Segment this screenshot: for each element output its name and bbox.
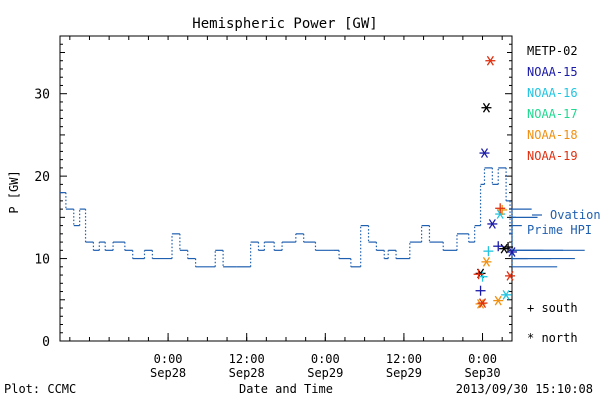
- x-axis-label: Date and Time: [239, 382, 333, 396]
- x-tick-label-time: 12:00: [386, 352, 422, 366]
- y-axis-label: P [GW]: [7, 170, 21, 213]
- x-tick-label-time: 12:00: [229, 352, 265, 366]
- y-tick-label: 30: [34, 88, 50, 103]
- x-tick-label-date: Sep29: [307, 366, 343, 380]
- ovation-legend: Ovation Prime HPI: [527, 208, 600, 237]
- footer-plot-credit: Plot: CCMC: [4, 382, 76, 396]
- x-tick-label-date: Sep28: [150, 366, 186, 380]
- data-point-south: [473, 269, 484, 280]
- legend-item-noaa-18: NOAA-18: [527, 128, 578, 142]
- y-axis: 0 10 20 30: [34, 35, 512, 350]
- data-point-north: [487, 219, 498, 229]
- satellite-legend: METP-02 NOAA-15 NOAA-16 NOAA-17 NOAA-18 NOAA-…: [527, 44, 578, 163]
- data-point-south: [493, 241, 504, 252]
- data-point-north: [485, 55, 496, 66]
- data-point-south: [503, 242, 514, 253]
- data-point-north: [477, 298, 488, 308]
- legend-item-noaa-17: NOAA-17: [527, 107, 578, 121]
- symbol-legend: + south * north: [527, 301, 578, 345]
- ovation-legend-label-1: Ovation: [550, 208, 600, 222]
- x-tick-label-time: 0:00: [311, 352, 340, 366]
- data-point-north: [505, 271, 516, 281]
- plot-frame: [59, 35, 513, 342]
- data-point-north: [493, 295, 504, 306]
- x-tick-label-date: Sep28: [229, 366, 265, 380]
- data-point-north: [507, 247, 517, 257]
- data-point-north: [501, 289, 512, 300]
- footer-timestamp: 2013/09/30 15:10:08: [456, 382, 593, 396]
- data-point-south: [475, 285, 486, 296]
- points-layer: [473, 55, 517, 309]
- symbol-legend-south: + south: [527, 301, 578, 315]
- x-tick-label-time: 0:00: [468, 352, 497, 366]
- legend-item-noaa-15: NOAA-15: [527, 65, 578, 79]
- data-point-north: [479, 148, 490, 158]
- x-tick-label-date: Sep29: [386, 366, 422, 380]
- x-axis: 0:00Sep2812:00Sep280:00Sep2912:00Sep290:…: [69, 36, 503, 380]
- legend-item-noaa-19: NOAA-19: [527, 149, 578, 163]
- chart-title: Hemispheric Power [GW]: [192, 16, 377, 32]
- data-point-north: [481, 257, 492, 267]
- x-tick-label-time: 0:00: [154, 352, 183, 366]
- data-point-south: [495, 203, 506, 214]
- y-tick-label: 0: [42, 335, 50, 350]
- data-point-north: [475, 299, 486, 309]
- ovation-legend-label-2: Prime HPI: [527, 223, 592, 237]
- ovation-series: [60, 167, 585, 268]
- y-tick-label: 10: [34, 253, 50, 268]
- legend-item-metp-02: METP-02: [527, 44, 578, 58]
- y-tick-label: 20: [34, 170, 50, 185]
- x-tick-label-date: Sep30: [464, 366, 500, 380]
- data-point-north: [481, 102, 492, 113]
- legend-item-noaa-16: NOAA-16: [527, 86, 578, 100]
- data-point-south: [483, 246, 494, 257]
- data-point-south: [497, 204, 508, 215]
- symbol-legend-north: * north: [527, 331, 578, 345]
